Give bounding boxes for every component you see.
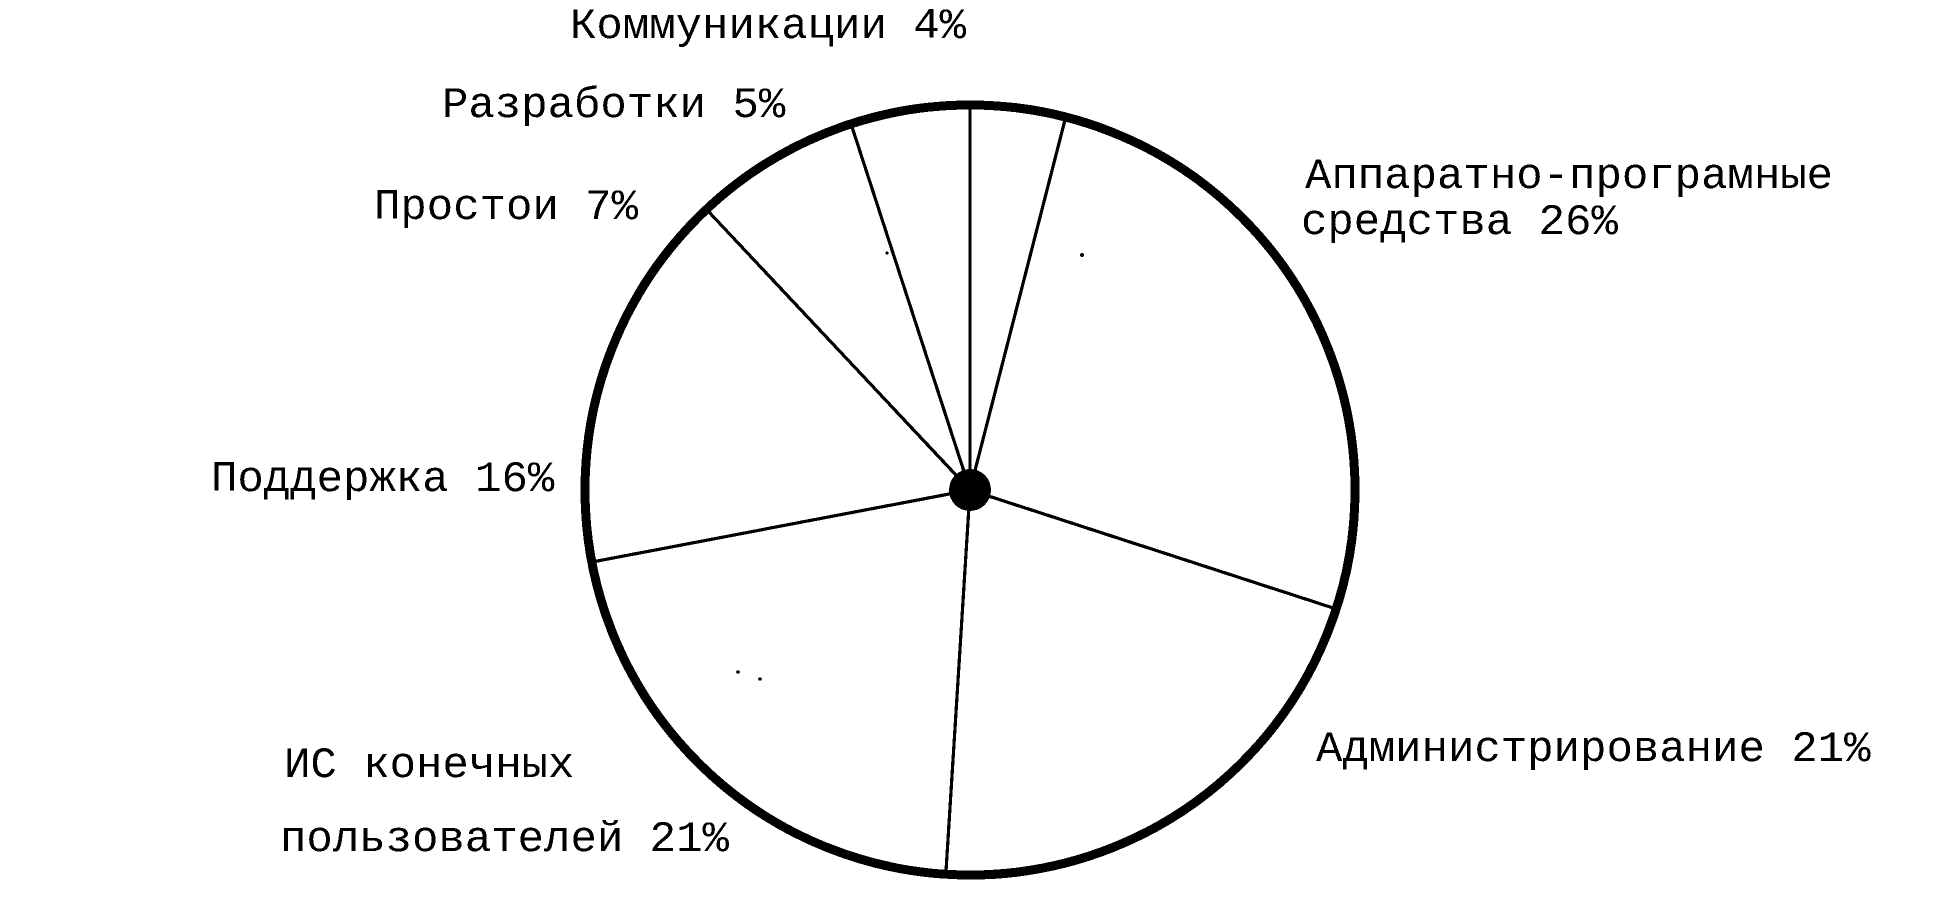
svg-text:ИС конечных: ИС конечных [284,741,574,791]
svg-text:пользователей 21%: пользователей 21% [280,815,729,865]
svg-text:Простои 7%: Простои 7% [374,183,639,233]
svg-text:Коммуникации 4%: Коммуникации 4% [570,2,967,52]
svg-text:Поддержка 16%: Поддержка 16% [211,455,555,505]
svg-text:средства 26%: средства 26% [1301,198,1618,248]
svg-text:Разработки 5%: Разработки 5% [442,81,786,131]
svg-text:Администрирование 21%: Администрирование 21% [1316,725,1871,775]
svg-text:Аппаратно-програмные: Аппаратно-програмные [1305,152,1833,202]
